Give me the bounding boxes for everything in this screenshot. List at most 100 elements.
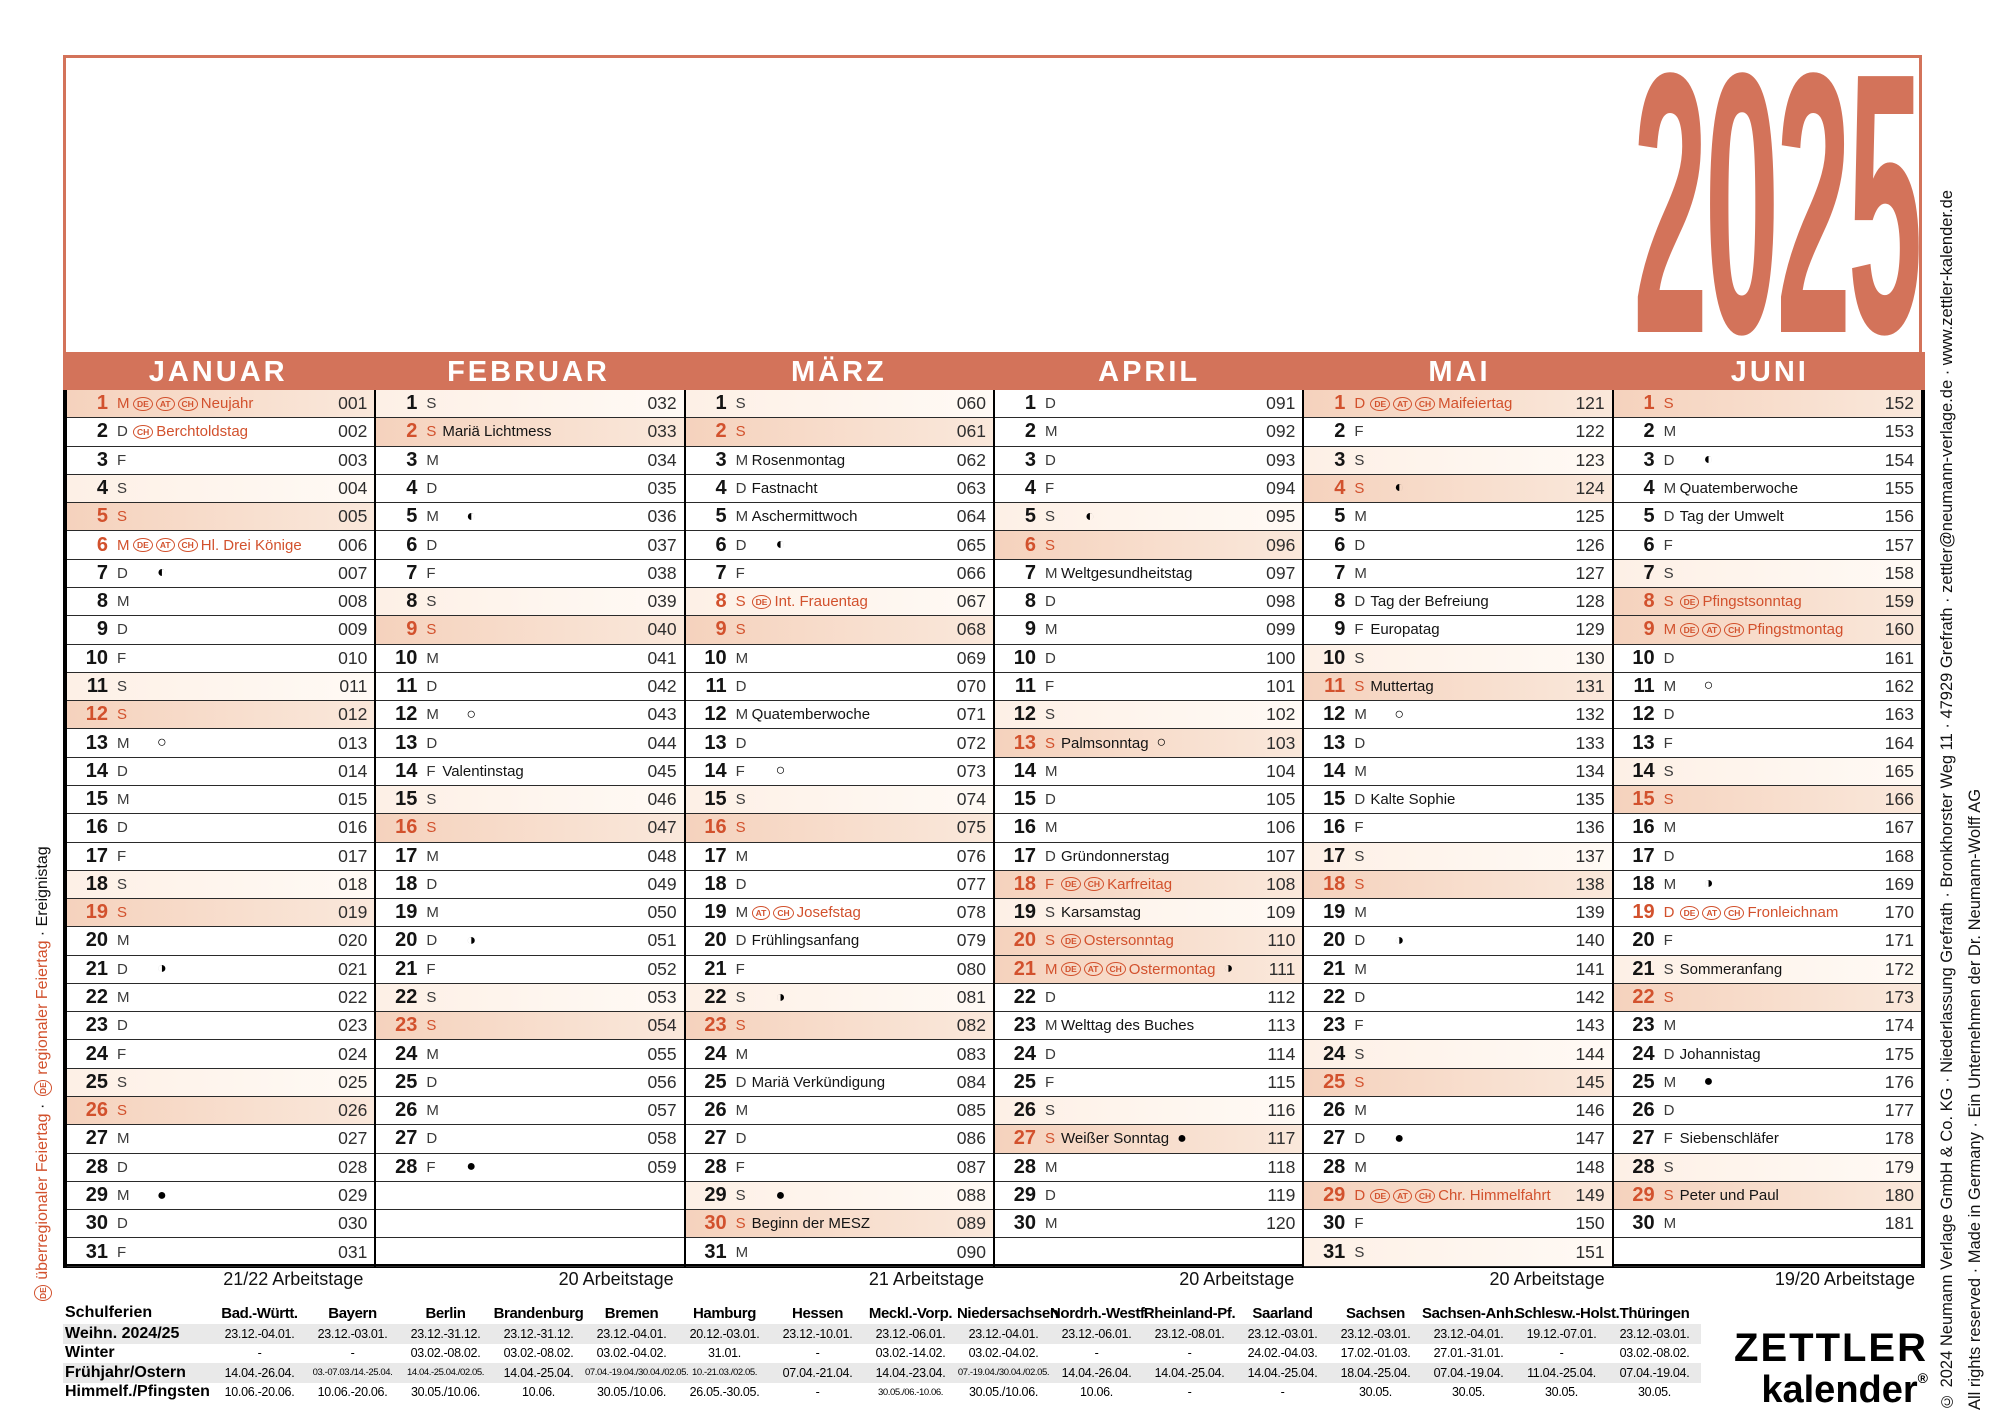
weekday-letter: M xyxy=(1044,564,1058,582)
weekday-letter: S xyxy=(1044,706,1055,724)
day-row xyxy=(1613,1238,1921,1267)
day-number: 20 xyxy=(85,929,108,952)
day-number: 10 xyxy=(395,646,418,669)
day-of-year: 106 xyxy=(1266,817,1296,838)
day-row: 22 D 112 xyxy=(994,984,1303,1013)
day-row: 1 S 060 xyxy=(685,390,993,419)
day-of-year: 176 xyxy=(1884,1071,1914,1092)
moon-phase-icon: ◑ xyxy=(466,931,476,949)
weekday-letter: D xyxy=(1044,395,1056,413)
moon-phase-icon: ● xyxy=(157,1186,167,1204)
holiday-name: Beginn der MESZ xyxy=(751,1215,871,1233)
day-of-year: 110 xyxy=(1267,930,1296,951)
copyright-line-outer: All rights reserved · Made in Germany · … xyxy=(1966,788,1984,1410)
month-name: MÄRZ xyxy=(790,356,887,388)
ferien-state-header: Saarland xyxy=(1252,1304,1313,1322)
moon-phase-icon: ◐ xyxy=(466,507,476,525)
legend-text: Ereignistag xyxy=(34,846,51,927)
day-row: 19 D DE AT CH Fronleichnam 170 xyxy=(1613,899,1921,928)
ferien-state-header: Sachsen-Anh. xyxy=(1422,1304,1518,1322)
day-content: Welttag des Buches xyxy=(1061,1017,1247,1034)
day-content: Siebenschläfer xyxy=(1680,1130,1866,1147)
ferien-cell: 03.02.-08.02. xyxy=(503,1346,574,1361)
day-number: 5 xyxy=(1024,505,1036,528)
day-number: 16 xyxy=(1323,816,1346,839)
day-number: 1 xyxy=(1024,392,1036,415)
day-of-year: 035 xyxy=(647,477,677,498)
day-row: 5 S 005 xyxy=(67,503,375,532)
day-number: 19 xyxy=(704,901,727,924)
country-badge-ch: CH xyxy=(1724,905,1745,920)
day-number: 29 xyxy=(704,1184,727,1207)
day-row: 14 M 134 xyxy=(1304,758,1612,786)
weekday-letter: D xyxy=(1354,791,1366,809)
day-number: 19 xyxy=(1323,901,1346,924)
day-row: 4 D 035 xyxy=(376,475,684,504)
ferien-cell: - xyxy=(1187,1346,1192,1361)
ferien-cell: 10.06. xyxy=(522,1385,555,1400)
weekday-letter: M xyxy=(117,593,130,611)
day-of-year: 105 xyxy=(1266,789,1296,810)
weekday-letter: F xyxy=(1663,1130,1673,1148)
weekday-letter: S xyxy=(735,1187,746,1205)
day-content: Gründonnerstag xyxy=(1061,848,1247,865)
day-of-year: 120 xyxy=(1266,1213,1296,1234)
holiday-name: Kalte Sophie xyxy=(1370,791,1456,809)
day-number: 20 xyxy=(1632,929,1655,952)
day-of-year: 054 xyxy=(647,1015,677,1036)
day-of-year: 050 xyxy=(647,902,677,923)
day-row: 3 M Rosenmontag 062 xyxy=(685,447,993,475)
ferien-cell: 27.01.-31.01. xyxy=(1433,1346,1504,1361)
weekday-letter: D xyxy=(426,734,438,752)
weekday-letter: M xyxy=(426,1045,439,1063)
holiday-name: Fastnacht xyxy=(751,479,818,497)
ferien-cell: 10.06.-20.06. xyxy=(317,1385,388,1400)
weekday-letter: S xyxy=(735,395,746,413)
day-number: 11 xyxy=(1014,674,1036,697)
day-number: 4 xyxy=(1643,476,1655,499)
day-number: 27 xyxy=(1013,1127,1036,1150)
day-number: 1 xyxy=(96,392,108,415)
day-of-year: 038 xyxy=(647,562,677,583)
day-of-year: 097 xyxy=(1266,562,1296,583)
day-number: 3 xyxy=(96,448,108,471)
day-of-year: 170 xyxy=(1884,902,1914,923)
day-number: 8 xyxy=(715,590,727,613)
weekday-letter: D xyxy=(1663,847,1675,865)
day-number: 8 xyxy=(1024,590,1036,613)
day-row: 24 M 083 xyxy=(685,1040,993,1069)
day-of-year: 039 xyxy=(647,591,677,612)
day-of-year: 088 xyxy=(956,1185,986,1206)
day-content: Sommeranfang xyxy=(1680,961,1866,978)
day-of-year: 019 xyxy=(338,902,368,923)
day-content: DE AT CH Chr. Himmelfahrt xyxy=(1370,1187,1556,1204)
ferien-cell: 23.12.-10.01. xyxy=(782,1326,853,1341)
weekday-letter: D xyxy=(426,875,438,893)
moon-phase-icon: ● xyxy=(775,1186,786,1204)
weekday-letter: S xyxy=(117,677,128,695)
day-of-year: 013 xyxy=(338,732,368,753)
day-number: 29 xyxy=(1013,1184,1036,1207)
weekday-letter: D xyxy=(426,536,438,554)
day-of-year: 166 xyxy=(1884,789,1914,810)
day-of-year: 023 xyxy=(338,1015,368,1036)
day-row: 27 D 058 xyxy=(376,1125,684,1154)
month-column: 23 24 25 26 1 S 152 2 M 153 3 D ◐ 154 4 M Quatemberwoche… xyxy=(1611,390,1921,1267)
day-number: 26 xyxy=(1323,1099,1346,1122)
frame-line-top xyxy=(63,55,1922,58)
day-of-year: 131 xyxy=(1575,675,1605,696)
day-of-year: 130 xyxy=(1575,647,1605,668)
ferien-state-header: Schlesw.-Holst. xyxy=(1515,1304,1620,1322)
day-of-year: 059 xyxy=(647,1156,677,1177)
weekday-letter: M xyxy=(426,706,439,724)
day-number: 28 xyxy=(1323,1155,1346,1178)
day-row: 9 M DE AT CH Pfingstmontag 160 xyxy=(1613,616,1921,645)
day-number: 21 xyxy=(85,957,108,980)
weekday-letter: F xyxy=(1354,819,1364,837)
ferien-cell: 14.04.-25.04. xyxy=(1247,1365,1318,1380)
day-number: 12 xyxy=(85,703,108,726)
day-number: 25 xyxy=(704,1070,727,1093)
weekday-letter: D xyxy=(735,932,747,950)
ferien-row: Winter - - 03.02.-08.02. 03.02.-08.02. 03.02.… xyxy=(63,1344,1701,1364)
weekday-letter: M xyxy=(1044,1215,1058,1233)
